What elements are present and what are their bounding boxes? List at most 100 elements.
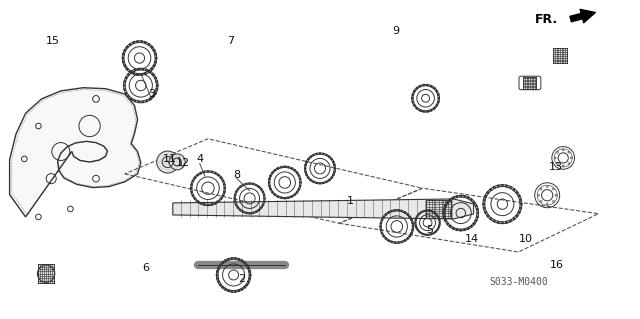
Polygon shape bbox=[412, 94, 413, 95]
Polygon shape bbox=[152, 73, 154, 76]
Polygon shape bbox=[470, 199, 472, 201]
Polygon shape bbox=[252, 212, 253, 213]
Polygon shape bbox=[234, 198, 236, 199]
Circle shape bbox=[546, 203, 548, 205]
Polygon shape bbox=[435, 213, 436, 214]
Polygon shape bbox=[241, 260, 243, 262]
Polygon shape bbox=[154, 77, 156, 79]
Polygon shape bbox=[331, 159, 332, 160]
Polygon shape bbox=[306, 174, 307, 175]
Polygon shape bbox=[438, 94, 439, 95]
Polygon shape bbox=[443, 212, 445, 214]
Text: 13: 13 bbox=[548, 162, 563, 173]
Polygon shape bbox=[243, 184, 244, 186]
Text: 12: 12 bbox=[175, 158, 189, 168]
Polygon shape bbox=[249, 271, 251, 272]
Polygon shape bbox=[260, 207, 262, 208]
Polygon shape bbox=[137, 41, 138, 43]
Polygon shape bbox=[281, 197, 282, 198]
Polygon shape bbox=[149, 98, 151, 100]
Polygon shape bbox=[483, 204, 484, 205]
Polygon shape bbox=[125, 77, 127, 79]
Polygon shape bbox=[447, 202, 449, 204]
Polygon shape bbox=[125, 92, 127, 94]
Polygon shape bbox=[381, 233, 383, 234]
Polygon shape bbox=[153, 65, 155, 67]
Polygon shape bbox=[248, 267, 250, 269]
Polygon shape bbox=[395, 242, 396, 243]
Polygon shape bbox=[445, 205, 447, 207]
Circle shape bbox=[157, 151, 179, 173]
Polygon shape bbox=[381, 219, 383, 220]
Polygon shape bbox=[137, 73, 138, 75]
Polygon shape bbox=[398, 210, 399, 211]
Polygon shape bbox=[223, 191, 225, 193]
Polygon shape bbox=[413, 105, 415, 106]
Polygon shape bbox=[449, 199, 451, 201]
Polygon shape bbox=[246, 212, 247, 213]
Polygon shape bbox=[445, 219, 447, 221]
Polygon shape bbox=[281, 167, 282, 168]
Polygon shape bbox=[426, 234, 427, 235]
Polygon shape bbox=[298, 175, 300, 176]
Polygon shape bbox=[235, 258, 236, 259]
Polygon shape bbox=[516, 191, 518, 194]
Polygon shape bbox=[436, 90, 438, 92]
Polygon shape bbox=[221, 286, 223, 288]
Polygon shape bbox=[288, 167, 289, 168]
Polygon shape bbox=[416, 227, 417, 228]
Polygon shape bbox=[214, 172, 216, 174]
Polygon shape bbox=[141, 73, 142, 75]
Polygon shape bbox=[123, 53, 125, 55]
Polygon shape bbox=[415, 225, 416, 226]
Polygon shape bbox=[490, 189, 492, 191]
Polygon shape bbox=[430, 85, 432, 87]
Polygon shape bbox=[409, 235, 411, 237]
Polygon shape bbox=[126, 46, 128, 48]
Polygon shape bbox=[221, 262, 223, 264]
Polygon shape bbox=[383, 216, 385, 218]
Polygon shape bbox=[473, 202, 475, 204]
Circle shape bbox=[563, 165, 564, 167]
Polygon shape bbox=[395, 210, 396, 211]
Polygon shape bbox=[134, 69, 136, 71]
Polygon shape bbox=[383, 235, 385, 237]
Polygon shape bbox=[323, 153, 324, 155]
Polygon shape bbox=[275, 169, 276, 171]
Polygon shape bbox=[305, 165, 306, 166]
Bar bbox=[38, 264, 54, 283]
Polygon shape bbox=[444, 216, 445, 218]
Polygon shape bbox=[409, 216, 411, 218]
Polygon shape bbox=[244, 286, 246, 288]
Polygon shape bbox=[310, 179, 312, 181]
Polygon shape bbox=[149, 71, 151, 73]
Circle shape bbox=[552, 200, 554, 203]
Polygon shape bbox=[497, 185, 499, 187]
Polygon shape bbox=[156, 89, 157, 90]
Polygon shape bbox=[417, 215, 418, 216]
Circle shape bbox=[570, 157, 572, 159]
Circle shape bbox=[557, 163, 559, 165]
Polygon shape bbox=[305, 168, 306, 169]
Polygon shape bbox=[385, 214, 387, 215]
Polygon shape bbox=[456, 229, 458, 231]
Polygon shape bbox=[288, 197, 289, 198]
Polygon shape bbox=[138, 101, 140, 103]
Polygon shape bbox=[423, 85, 424, 86]
Polygon shape bbox=[305, 171, 306, 172]
Polygon shape bbox=[419, 85, 421, 87]
Polygon shape bbox=[296, 172, 298, 174]
Polygon shape bbox=[222, 195, 224, 196]
Polygon shape bbox=[132, 72, 134, 74]
Text: 14: 14 bbox=[465, 234, 479, 244]
Text: 5: 5 bbox=[427, 225, 433, 235]
Polygon shape bbox=[388, 240, 389, 241]
Polygon shape bbox=[319, 183, 321, 184]
Polygon shape bbox=[412, 101, 413, 103]
Polygon shape bbox=[433, 87, 435, 89]
Text: 8: 8 bbox=[233, 170, 241, 180]
Polygon shape bbox=[438, 101, 439, 103]
Polygon shape bbox=[152, 95, 154, 98]
Polygon shape bbox=[200, 172, 202, 174]
Polygon shape bbox=[238, 290, 239, 292]
